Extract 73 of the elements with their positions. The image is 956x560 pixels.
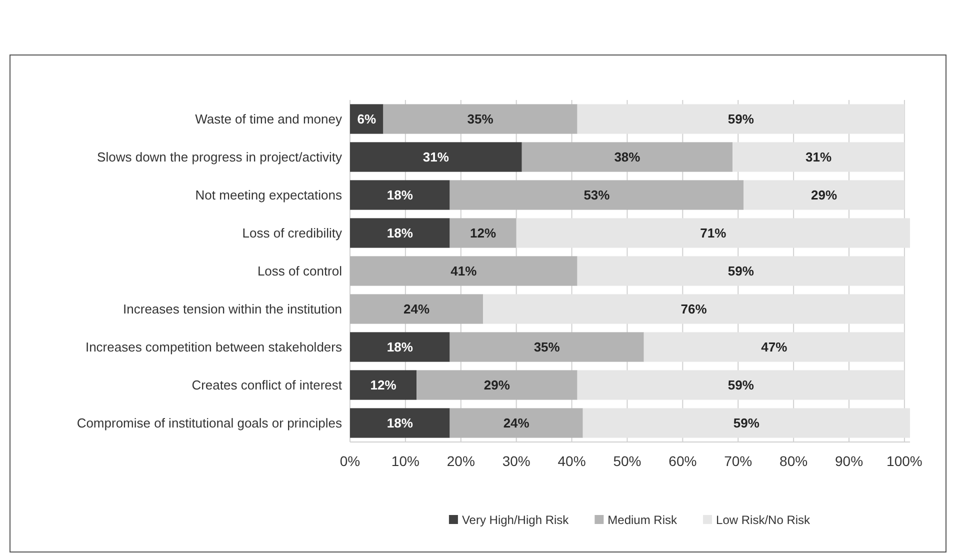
data-label: 59% — [733, 416, 760, 431]
data-label: 71% — [700, 226, 727, 241]
bar — [350, 218, 450, 248]
data-label: 29% — [484, 378, 510, 393]
x-tick-label: 90% — [834, 452, 864, 469]
bar — [350, 332, 450, 362]
x-tick-label: 0% — [340, 452, 360, 469]
data-label: 59% — [728, 378, 754, 393]
bar — [577, 104, 904, 134]
x-tick-label: 70% — [724, 452, 752, 469]
bar — [450, 332, 644, 362]
x-tick-label: 100% — [886, 452, 922, 469]
data-label: 76% — [680, 302, 708, 317]
data-label: 38% — [614, 150, 641, 165]
data-label: 6% — [357, 112, 376, 127]
x-tick-label: 30% — [502, 452, 530, 469]
bar — [350, 408, 450, 438]
data-label: 24% — [503, 416, 530, 431]
bar — [383, 104, 578, 134]
bar — [350, 294, 484, 324]
y-tick-label: Not meeting expectations — [195, 188, 342, 203]
data-label: 31% — [422, 150, 450, 165]
data-label: 53% — [584, 188, 610, 203]
y-tick-label: Increases competition between stakeholders — [85, 340, 342, 355]
bar — [350, 104, 384, 134]
x-tick-label: 10% — [391, 452, 420, 469]
bar — [582, 408, 910, 438]
data-label: 18% — [386, 188, 414, 203]
y-tick-label: Creates conflict of interest — [192, 378, 342, 393]
bar — [350, 180, 450, 210]
x-tick-label: 20% — [446, 452, 475, 469]
data-label: 29% — [811, 188, 838, 203]
data-label: 24% — [404, 302, 430, 317]
bar — [732, 142, 904, 172]
legend-label: Medium Risk — [608, 513, 678, 528]
bar — [577, 370, 904, 400]
data-label: 35% — [467, 112, 494, 127]
bar — [483, 294, 904, 324]
data-label: 35% — [534, 340, 560, 355]
bar — [744, 180, 904, 210]
x-tick-label: 50% — [613, 452, 642, 469]
y-tick-label: Waste of time and money — [195, 112, 342, 127]
data-label: 12% — [370, 378, 397, 393]
bar — [450, 408, 583, 438]
bar — [516, 218, 910, 248]
bar — [522, 142, 733, 172]
y-tick-label: Loss of control — [257, 264, 342, 279]
data-label: 59% — [728, 112, 754, 127]
bar — [450, 218, 516, 248]
data-label: 47% — [761, 340, 788, 355]
legend-label: Low Risk/No Risk — [716, 513, 812, 528]
y-tick-label: Loss of credibility — [242, 226, 342, 241]
data-label: 41% — [450, 264, 478, 279]
y-tick-label: Slows down the progress in project/activity — [97, 150, 342, 165]
x-tick-label: 80% — [780, 452, 808, 469]
data-label: 59% — [728, 264, 754, 279]
data-label: 12% — [470, 226, 497, 241]
x-tick-label: 60% — [668, 452, 697, 469]
bar — [450, 180, 744, 210]
y-tick-label: Increases tension within the institution — [123, 302, 342, 317]
bar — [644, 332, 904, 362]
data-label: 18% — [386, 340, 414, 355]
legend-label: Very High/High Risk — [462, 513, 570, 528]
data-label: 18% — [386, 416, 414, 431]
bar — [350, 142, 522, 172]
x-tick-label: 40% — [558, 452, 586, 469]
y-tick-label: Compromise of institutional goals or principles — [76, 416, 342, 431]
bar — [350, 370, 417, 400]
bar — [577, 256, 904, 286]
data-label: 18% — [386, 226, 414, 241]
bar — [416, 370, 578, 400]
data-label: 31% — [806, 150, 832, 165]
bar — [350, 256, 578, 286]
